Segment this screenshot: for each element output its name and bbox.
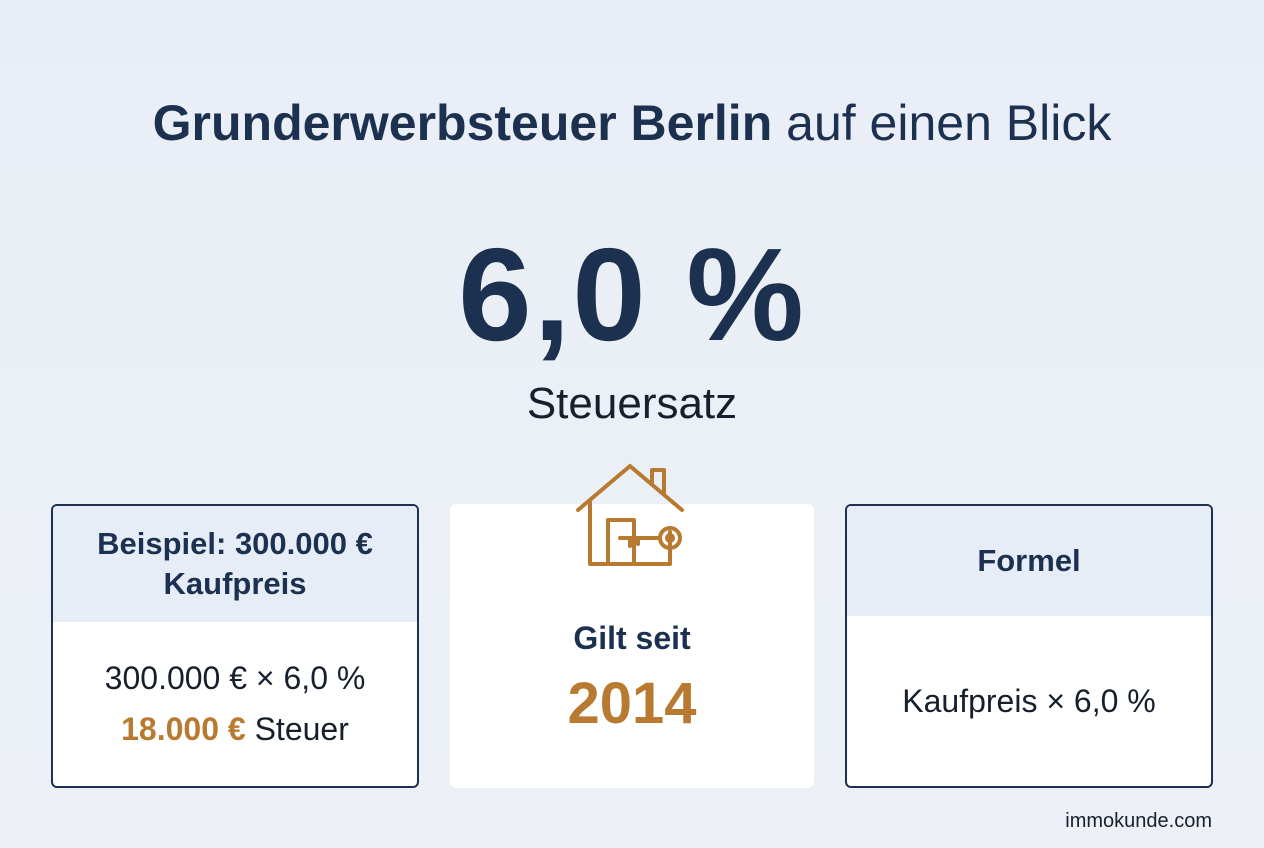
example-result: 18.000 € Steuer	[121, 711, 349, 748]
example-card-title: Beispiel: 300.000 € Kaufpreis	[53, 506, 417, 622]
valid-since-label: Gilt seit	[573, 620, 691, 656]
tax-rate-value: 6,0 %	[458, 221, 806, 368]
title-bold: Grunderwerbsteuer Berlin	[152, 95, 773, 151]
example-calculation: 300.000 € × 6,0 %	[104, 660, 366, 696]
formula-card-title: Formel	[847, 506, 1211, 616]
valid-since-year: 2014	[567, 671, 697, 736]
example-card: Beispiel: 300.000 € Kaufpreis 300.000 € …	[51, 504, 419, 788]
example-result-suffix: Steuer	[254, 711, 349, 747]
formula-card-body: Kaufpreis × 6,0 %	[847, 616, 1211, 786]
source-credit: immokunde.com	[1065, 810, 1212, 832]
house-key-icon	[576, 464, 684, 566]
example-result-amount: 18.000 €	[121, 711, 246, 747]
page-title: Grunderwerbsteuer Berlin auf einen Blick	[0, 88, 1264, 158]
title-rest: auf einen Blick	[786, 95, 1112, 151]
formula-text: Kaufpreis × 6,0 %	[902, 682, 1156, 719]
example-card-body: 300.000 € × 6,0 % 18.000 € Steuer	[53, 622, 417, 786]
formula-card: Formel Kaufpreis × 6,0 %	[845, 504, 1213, 788]
tax-rate-label: Steuersatz	[526, 379, 738, 428]
